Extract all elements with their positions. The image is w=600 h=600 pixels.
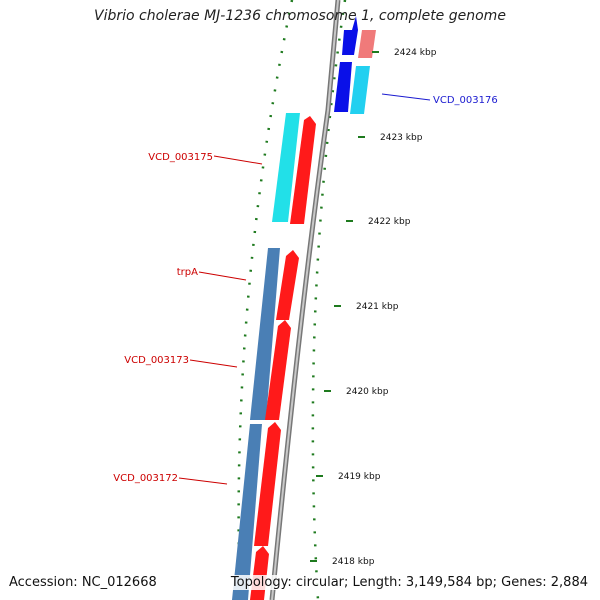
gene-red-2: [265, 320, 291, 420]
gene-label-leader: [381, 93, 431, 101]
gene-label-leader: [198, 271, 247, 281]
scale-tick-label: 2423 kbp: [380, 133, 423, 143]
gene-cyan-vcd003175: [272, 113, 300, 222]
gene-blue-lower: [334, 62, 352, 112]
gene-red-vcd003175: [290, 116, 316, 224]
scale-tick-label: 2418 kbp: [332, 557, 375, 567]
gene-label: VCD_003176: [433, 95, 498, 106]
gene-label: VCD_003172: [113, 473, 178, 484]
gene-steelblue-vcd003172: [232, 424, 262, 600]
gene-label: VCD_003173: [124, 355, 189, 366]
gene-label-leader: [178, 477, 228, 485]
gene-label-leader: [189, 359, 238, 368]
gene-cyan-lower: [350, 66, 370, 114]
gene-red-3: [254, 422, 281, 546]
scale-tick-label: 2422 kbp: [368, 217, 411, 227]
gene-pink-top: [358, 30, 376, 58]
gene-red-4: [250, 546, 269, 600]
topology-label: Topology: circular; Length: 3,149,584 bp…: [228, 575, 590, 590]
gene-label: VCD_003175: [148, 152, 213, 163]
scale-tick-label: 2419 kbp: [338, 472, 381, 482]
gene-steelblue-trpA: [250, 248, 280, 420]
gene-label-leader: [213, 155, 263, 165]
scale-ticks: 2424 kbp 2423 kbp 2422 kbp 2421 kbp 2420 kbp…: [310, 48, 437, 567]
gene-labels: VCD_003176 VCD_003175 trpA VCD_003173 VCD_00…: [113, 93, 498, 485]
scale-tick-label: 2424 kbp: [394, 48, 437, 58]
gene-label: trpA: [177, 267, 198, 278]
gene-red-1: [276, 250, 299, 320]
backbone: [271, 0, 339, 600]
map-title: Vibrio cholerae MJ-1236 chromosome 1, co…: [94, 8, 506, 24]
accession-label: Accession: NC_012668: [9, 575, 157, 590]
scale-tick-label: 2420 kbp: [346, 387, 389, 397]
gene-blue-top: [342, 16, 358, 55]
scale-tick-label: 2421 kbp: [356, 302, 399, 312]
